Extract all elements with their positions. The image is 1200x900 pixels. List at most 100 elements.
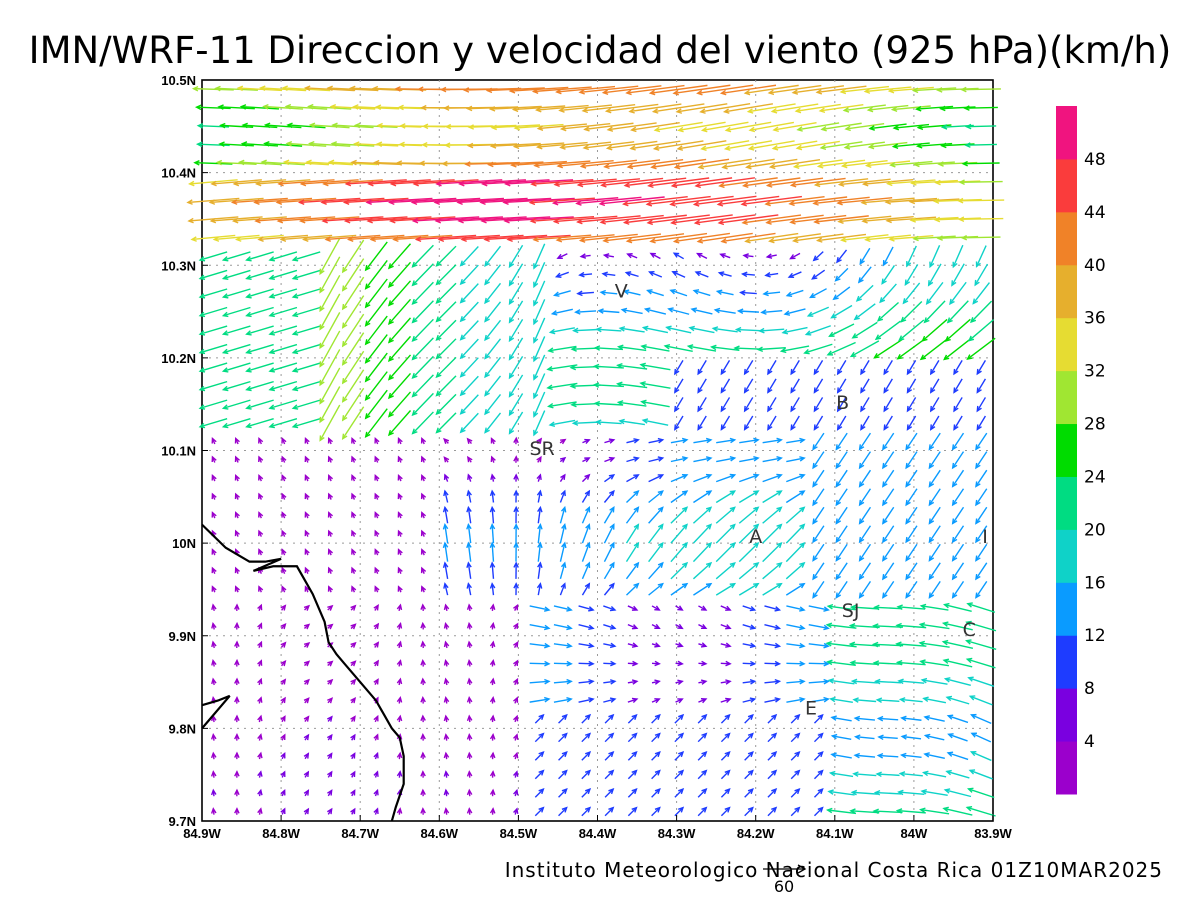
- wind-arrow-head: [828, 770, 836, 777]
- wind-arrow-head: [257, 770, 263, 777]
- wind-arrow-shaft: [859, 580, 872, 598]
- wind-arrow-head: [767, 368, 773, 376]
- wind-arrow-head: [677, 605, 684, 611]
- place-label: A: [749, 526, 762, 548]
- wind-arrow-shaft: [744, 733, 754, 743]
- wind-arrow-shaft: [926, 281, 944, 305]
- wind-arrow-shaft: [232, 197, 288, 204]
- wind-arrow-head: [828, 331, 835, 337]
- wind-arrow-head: [850, 678, 858, 685]
- wind-arrow-head: [835, 499, 842, 507]
- wind-arrow-shaft: [269, 417, 298, 428]
- wind-arrow-shaft: [194, 162, 233, 165]
- wind-arrow-head: [439, 86, 447, 93]
- wind-arrow-head: [566, 642, 573, 649]
- wind-arrow-head: [258, 492, 264, 500]
- wind-arrow-head: [609, 642, 617, 649]
- wind-arrow-head: [257, 659, 263, 666]
- wind-arrow-shaft: [460, 301, 479, 322]
- wind-arrow-shaft: [766, 214, 824, 224]
- wind-arrow-shaft: [640, 363, 671, 371]
- wind-arrow-head: [942, 658, 950, 664]
- wind-arrow-head: [234, 788, 240, 796]
- wind-arrow-shaft: [698, 232, 753, 243]
- wind-arrow-head: [943, 677, 951, 683]
- wind-arrow-head: [584, 582, 591, 589]
- wind-arrow-shaft: [697, 733, 707, 743]
- wind-arrow-shaft: [674, 807, 684, 817]
- wind-arrow-shaft: [812, 543, 825, 561]
- wind-arrow-head: [304, 529, 310, 537]
- wind-arrow-shaft: [503, 197, 575, 204]
- wind-arrow-shaft: [578, 623, 594, 630]
- wind-arrow-head: [561, 750, 568, 758]
- wind-arrow-head: [588, 624, 595, 631]
- wind-arrow-shaft: [790, 360, 800, 375]
- wind-arrow-shaft: [762, 474, 782, 483]
- wind-arrow-head: [457, 217, 464, 224]
- wind-arrow-shaft: [199, 306, 228, 317]
- y-tick-label: 9.7N: [169, 814, 196, 829]
- wind-arrow-head: [585, 541, 591, 549]
- wind-arrow-head: [387, 300, 394, 307]
- wind-arrow-shaft: [319, 386, 341, 423]
- wind-arrow-head: [245, 293, 252, 299]
- wind-arrow-head: [770, 108, 778, 114]
- wind-arrow-head: [663, 343, 671, 350]
- wind-arrow-head: [351, 566, 357, 574]
- wind-arrow-head: [188, 180, 195, 187]
- wind-arrow-head: [696, 89, 703, 96]
- wind-arrow-shaft: [600, 291, 618, 295]
- wind-arrow-head: [681, 437, 689, 444]
- wind-arrow-shaft: [976, 397, 987, 412]
- wind-arrow-head: [700, 145, 707, 151]
- wind-arrow-head: [951, 536, 958, 544]
- wind-arrow-shaft: [465, 161, 520, 165]
- wind-arrow-shaft: [874, 606, 902, 610]
- wind-arrow-head: [341, 303, 348, 311]
- wind-arrow-head: [873, 604, 880, 611]
- wind-arrow-shaft: [790, 714, 800, 724]
- wind-arrow-head: [829, 696, 836, 703]
- wind-arrow-shaft: [855, 717, 875, 721]
- wind-arrow-head: [210, 733, 217, 740]
- wind-arrow-head: [905, 555, 911, 562]
- wind-arrow-head: [234, 511, 240, 518]
- wind-arrow-head: [570, 401, 577, 408]
- wind-arrow-shaft: [914, 161, 955, 166]
- wind-arrow-head: [221, 348, 229, 355]
- wind-arrow-shaft: [507, 234, 571, 241]
- wind-arrow-head: [631, 732, 638, 739]
- wind-arrow-head: [882, 481, 888, 488]
- wind-arrow-head: [364, 394, 371, 401]
- wind-arrow-head: [214, 85, 221, 92]
- wind-arrow-head: [951, 573, 958, 581]
- wind-arrow-head: [853, 314, 860, 321]
- wind-arrow-shaft: [943, 641, 974, 649]
- wind-arrow-head: [257, 696, 263, 703]
- wind-arrow-shaft: [626, 271, 639, 278]
- wind-arrow-shaft: [547, 364, 578, 371]
- wind-arrow-shaft: [976, 360, 987, 375]
- wind-arrow-head: [606, 126, 614, 132]
- wind-arrow-shaft: [603, 233, 662, 242]
- wind-arrow-shaft: [786, 605, 805, 611]
- wind-arrow-head: [601, 271, 608, 278]
- wind-arrow-head: [654, 750, 661, 758]
- wind-arrow-head: [303, 807, 310, 815]
- wind-arrow-head: [350, 604, 357, 611]
- wind-arrow-head: [513, 807, 519, 814]
- wind-arrow-shaft: [623, 196, 688, 205]
- wind-arrow-shaft: [835, 488, 848, 506]
- wind-arrow-shaft: [815, 178, 869, 186]
- wind-arrow-head: [826, 659, 833, 666]
- wind-arrow-head: [943, 354, 950, 361]
- wind-arrow-head: [928, 462, 935, 470]
- wind-arrow-head: [790, 405, 796, 413]
- wind-arrow-shaft: [436, 245, 457, 267]
- wind-arrow-shaft: [559, 562, 566, 580]
- wind-arrow-head: [871, 641, 879, 648]
- wind-arrow-shaft: [901, 717, 922, 721]
- wind-arrow-shaft: [332, 142, 375, 147]
- wind-arrow-shaft: [581, 807, 591, 817]
